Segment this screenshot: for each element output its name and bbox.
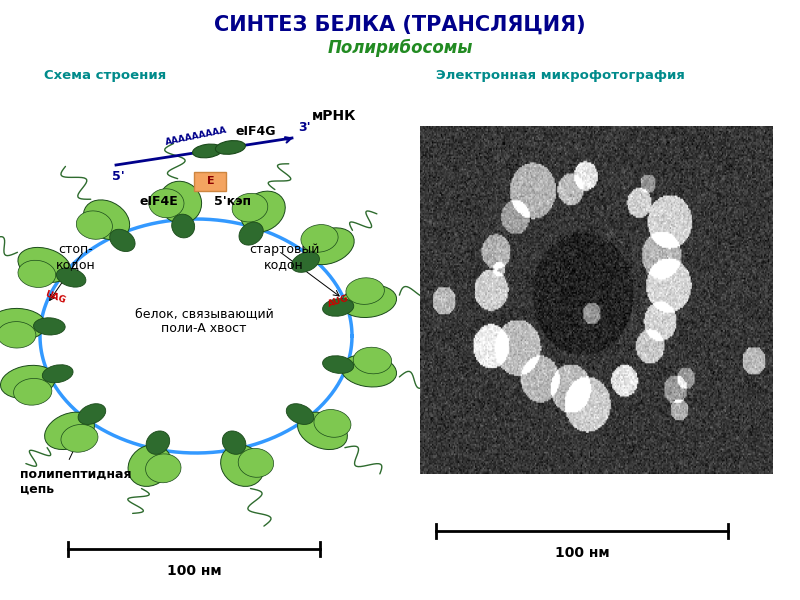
Text: мРНК: мРНК — [312, 109, 357, 123]
Ellipse shape — [42, 365, 73, 383]
Ellipse shape — [172, 214, 194, 238]
Ellipse shape — [0, 308, 46, 340]
Ellipse shape — [159, 181, 202, 223]
Ellipse shape — [18, 247, 70, 283]
Text: AUG: AUG — [326, 294, 350, 309]
Ellipse shape — [146, 431, 170, 454]
Ellipse shape — [76, 211, 113, 239]
Ellipse shape — [18, 260, 56, 287]
Text: 5'кэп: 5'кэп — [214, 195, 250, 208]
Ellipse shape — [314, 410, 351, 437]
Text: полипептидная
цепь: полипептидная цепь — [20, 468, 131, 496]
Text: AAAAAAAAA: AAAAAAAAA — [164, 125, 228, 146]
Text: Полирибосомы: Полирибосомы — [327, 39, 473, 57]
Text: 100 нм: 100 нм — [166, 564, 222, 578]
Ellipse shape — [149, 189, 184, 218]
Ellipse shape — [346, 278, 384, 304]
Ellipse shape — [341, 285, 397, 317]
FancyBboxPatch shape — [194, 172, 226, 191]
Ellipse shape — [221, 445, 264, 487]
Text: eIF4G: eIF4G — [236, 125, 277, 138]
Text: 5': 5' — [112, 170, 125, 183]
Ellipse shape — [146, 454, 181, 483]
Ellipse shape — [193, 144, 222, 158]
Ellipse shape — [322, 356, 354, 373]
Text: стоп-
кодон: стоп- кодон — [56, 243, 96, 271]
Ellipse shape — [239, 222, 263, 245]
Ellipse shape — [0, 322, 36, 348]
Ellipse shape — [110, 229, 135, 251]
Text: E: E — [206, 176, 214, 186]
Ellipse shape — [61, 424, 98, 452]
Ellipse shape — [341, 355, 397, 387]
Ellipse shape — [222, 431, 246, 454]
Ellipse shape — [78, 404, 106, 424]
Ellipse shape — [34, 318, 65, 335]
Ellipse shape — [14, 379, 52, 405]
Ellipse shape — [215, 140, 246, 154]
Text: СИНТЕЗ БЕЛКА (ТРАНСЛЯЦИЯ): СИНТЕЗ БЕЛКА (ТРАНСЛЯЦИЯ) — [214, 15, 586, 35]
Ellipse shape — [57, 268, 86, 287]
Ellipse shape — [298, 412, 347, 449]
Ellipse shape — [322, 299, 354, 316]
Text: белок, связывающий
поли-A хвост: белок, связывающий поли-A хвост — [134, 307, 274, 335]
Ellipse shape — [83, 200, 130, 240]
Ellipse shape — [286, 404, 314, 424]
Text: Электронная микрофотография: Электронная микрофотография — [436, 69, 685, 82]
Ellipse shape — [128, 445, 171, 487]
Text: UAG: UAG — [44, 290, 67, 305]
Ellipse shape — [1, 365, 55, 398]
Text: eIF4E: eIF4E — [140, 195, 178, 208]
Ellipse shape — [291, 252, 319, 272]
Text: 3': 3' — [298, 121, 311, 134]
Ellipse shape — [304, 228, 354, 265]
Ellipse shape — [301, 224, 338, 252]
Text: 100 нм: 100 нм — [554, 546, 610, 560]
Ellipse shape — [241, 191, 286, 232]
Ellipse shape — [238, 448, 274, 477]
Ellipse shape — [45, 412, 94, 449]
Ellipse shape — [353, 347, 392, 374]
Text: стартовый
кодон: стартовый кодон — [249, 243, 319, 271]
Text: Схема строения: Схема строения — [44, 69, 166, 82]
Ellipse shape — [232, 193, 268, 222]
